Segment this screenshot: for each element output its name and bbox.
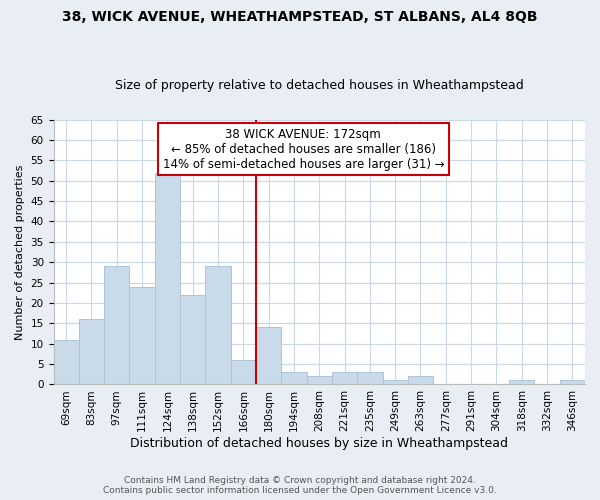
Bar xyxy=(307,376,332,384)
Bar xyxy=(79,320,104,384)
Bar xyxy=(230,360,256,384)
Text: 38, WICK AVENUE, WHEATHAMPSTEAD, ST ALBANS, AL4 8QB: 38, WICK AVENUE, WHEATHAMPSTEAD, ST ALBA… xyxy=(62,10,538,24)
Bar xyxy=(560,380,585,384)
Bar xyxy=(104,266,130,384)
Bar xyxy=(205,266,230,384)
Bar xyxy=(53,340,79,384)
Bar xyxy=(408,376,433,384)
Text: Contains HM Land Registry data © Crown copyright and database right 2024.
Contai: Contains HM Land Registry data © Crown c… xyxy=(103,476,497,495)
Bar xyxy=(383,380,408,384)
Text: 38 WICK AVENUE: 172sqm
← 85% of detached houses are smaller (186)
14% of semi-de: 38 WICK AVENUE: 172sqm ← 85% of detached… xyxy=(163,128,444,170)
Bar xyxy=(155,172,180,384)
Bar xyxy=(281,372,307,384)
Bar xyxy=(332,372,357,384)
Bar xyxy=(357,372,383,384)
X-axis label: Distribution of detached houses by size in Wheathampstead: Distribution of detached houses by size … xyxy=(130,437,508,450)
Bar xyxy=(509,380,535,384)
Bar xyxy=(130,286,155,384)
Y-axis label: Number of detached properties: Number of detached properties xyxy=(15,164,25,340)
Title: Size of property relative to detached houses in Wheathampstead: Size of property relative to detached ho… xyxy=(115,79,524,92)
Bar xyxy=(256,328,281,384)
Bar xyxy=(180,295,205,384)
